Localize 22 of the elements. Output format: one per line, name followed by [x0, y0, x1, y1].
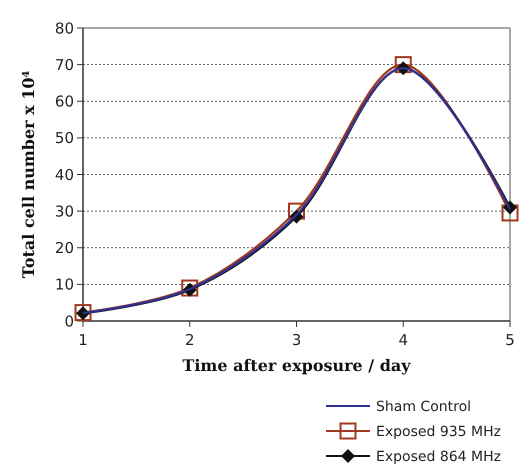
y-tick-label: 20 [54, 239, 74, 257]
point [502, 204, 518, 222]
y-tick-label: 50 [54, 129, 74, 148]
point [288, 202, 305, 220]
point [394, 56, 412, 74]
x-tick-label: 5 [505, 331, 515, 349]
y-tick-label: 0 [64, 312, 74, 330]
y-tick-label: 40 [54, 166, 74, 184]
x-axis-title: Time after exposure / day [182, 356, 412, 375]
x-tick-label: 3 [292, 331, 302, 349]
y-tick-label: 80 [54, 19, 74, 38]
x-tick-label: 4 [398, 331, 408, 349]
y-tick-label: 60 [54, 92, 74, 110]
x-tick-label: 2 [184, 331, 195, 349]
legend-label: Exposed 935 MHz [376, 424, 501, 440]
legend-label: Sham Control [376, 398, 472, 415]
y-tick-label: 30 [54, 202, 74, 220]
y-tick-label: 70 [54, 56, 74, 74]
legend-label: Exposed 864 MHz [376, 448, 501, 465]
x-tick-label: 1 [78, 331, 88, 349]
y-tick-label: 10 [54, 276, 74, 294]
point [181, 280, 198, 297]
